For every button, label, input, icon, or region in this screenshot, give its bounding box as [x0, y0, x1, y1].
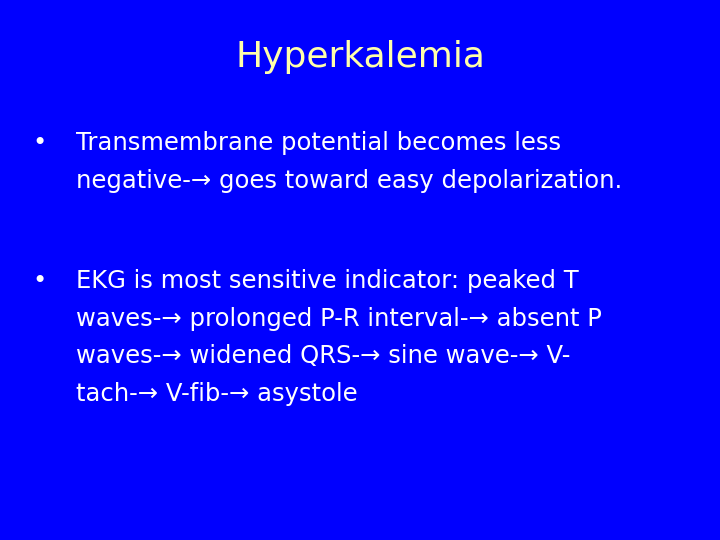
Text: EKG is most sensitive indicator: peaked T: EKG is most sensitive indicator: peaked … [76, 269, 578, 293]
Text: •: • [32, 269, 47, 293]
Text: negative-→ goes toward easy depolarization.: negative-→ goes toward easy depolarizati… [76, 169, 622, 193]
Text: Hyperkalemia: Hyperkalemia [235, 40, 485, 73]
Text: •: • [32, 131, 47, 155]
Text: waves-→ widened QRS-→ sine wave-→ V-: waves-→ widened QRS-→ sine wave-→ V- [76, 345, 570, 368]
Text: tach-→ V-fib-→ asystole: tach-→ V-fib-→ asystole [76, 382, 357, 406]
Text: Transmembrane potential becomes less: Transmembrane potential becomes less [76, 131, 561, 155]
Text: waves-→ prolonged P-R interval-→ absent P: waves-→ prolonged P-R interval-→ absent … [76, 307, 601, 330]
